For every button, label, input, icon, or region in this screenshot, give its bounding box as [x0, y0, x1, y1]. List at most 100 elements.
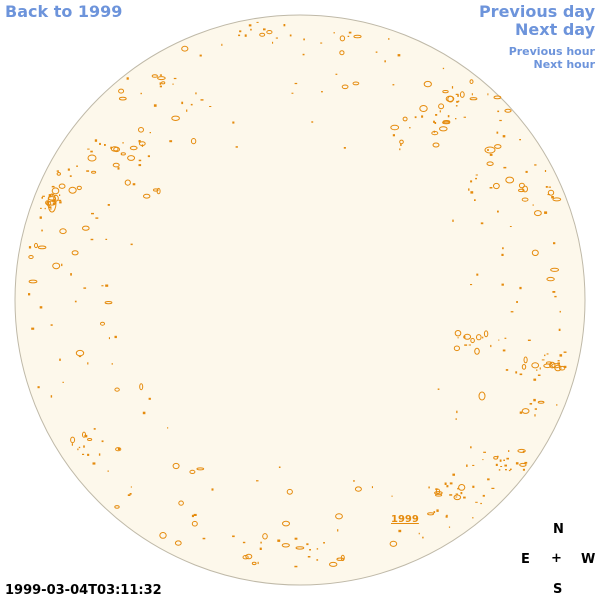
contour-mark — [191, 514, 194, 518]
contour-mark — [173, 77, 177, 80]
contour-mark — [515, 462, 519, 465]
contour-mark — [505, 469, 507, 471]
contour-mark — [245, 553, 253, 560]
contour-mark — [531, 249, 539, 257]
contour-mark — [494, 144, 502, 149]
contour-mark — [82, 225, 90, 231]
contour-mark — [323, 542, 325, 544]
contour-mark — [493, 182, 500, 190]
contour-mark — [333, 32, 335, 34]
contour-mark — [446, 514, 448, 516]
contour-mark — [435, 488, 438, 490]
next-hour-link[interactable]: Next hour — [533, 58, 596, 71]
contour-mark — [475, 501, 478, 503]
back-to-1999-link[interactable]: Back to 1999 — [5, 2, 123, 21]
contour-mark — [536, 369, 538, 371]
contour-mark — [40, 207, 42, 209]
contour-mark — [522, 468, 525, 471]
contour-mark — [423, 80, 432, 88]
contour-mark — [557, 360, 560, 362]
contour-mark — [307, 556, 311, 558]
previous-day-link[interactable]: Previous day — [478, 2, 595, 21]
contour-mark — [469, 97, 478, 101]
contour-mark — [28, 279, 38, 284]
contour-mark — [517, 448, 526, 453]
contour-mark — [28, 293, 31, 296]
contour-mark — [353, 34, 362, 39]
contour-loop — [432, 142, 440, 148]
contour-mark — [459, 91, 465, 98]
contour-mark — [539, 367, 541, 370]
contour-mark — [56, 170, 59, 172]
contour-mark — [489, 187, 493, 189]
contour-mark — [196, 467, 205, 471]
contour-mark — [34, 242, 38, 249]
contour-loop — [87, 154, 97, 162]
contour-mark — [302, 53, 305, 56]
contour-mark — [399, 139, 404, 145]
compass-south: S — [553, 582, 563, 597]
contour-loop — [478, 391, 486, 401]
contour-mark — [534, 414, 536, 417]
contour-mark — [44, 207, 46, 210]
next-day-link[interactable]: Next day — [515, 20, 595, 39]
contour-mark — [518, 182, 525, 189]
contour-mark — [399, 148, 401, 151]
contour-mark — [86, 170, 90, 172]
contour-mark — [83, 445, 85, 448]
contour-mark — [476, 273, 479, 276]
contour-mark — [108, 337, 110, 340]
contour-mark — [455, 493, 458, 495]
contour-mark — [442, 67, 445, 70]
contour-mark — [50, 395, 53, 398]
contour-mark — [470, 180, 473, 183]
contour-mark — [200, 99, 204, 101]
contour-mark — [289, 34, 292, 37]
contour-mark — [68, 186, 77, 194]
contour-mark — [157, 76, 166, 81]
contour-mark — [153, 188, 159, 192]
contour-mark — [352, 81, 360, 86]
contour-mark — [316, 559, 319, 561]
contour-mark — [98, 453, 101, 456]
previous-hour-link[interactable]: Previous hour — [508, 45, 595, 58]
contour-mark — [504, 108, 512, 113]
contour-mark — [28, 246, 32, 249]
contour-mark — [50, 207, 52, 210]
contour-mark — [445, 515, 448, 518]
contour-mark — [99, 142, 101, 145]
contour-mark — [281, 543, 290, 548]
contour-mark — [495, 463, 498, 466]
contour-mark — [90, 150, 93, 153]
contour-mark — [438, 103, 445, 110]
disc-year-label[interactable]: 1999 — [391, 514, 419, 525]
contour-mark — [262, 533, 268, 540]
contour-mark — [51, 187, 60, 195]
contour-mark — [199, 54, 202, 57]
contour-mark — [470, 446, 472, 449]
contour-mark — [100, 321, 105, 326]
contour-mark — [476, 334, 482, 341]
contour-mark — [341, 84, 349, 90]
contour-mark — [42, 195, 45, 197]
contour-mark — [62, 381, 64, 383]
contour-mark — [282, 520, 290, 527]
contour-mark — [71, 250, 79, 256]
contour-mark — [544, 170, 547, 172]
contour-mark — [311, 121, 314, 123]
contour-mark — [153, 104, 157, 107]
contour-mark — [371, 486, 373, 489]
contour-mark — [446, 485, 449, 488]
contour-mark — [348, 31, 352, 34]
contour-mark — [127, 155, 136, 161]
contour-mark — [521, 408, 530, 414]
contour-mark — [541, 359, 545, 361]
contour-mark — [525, 170, 528, 173]
contour-mark — [59, 201, 62, 204]
contour-mark — [519, 286, 522, 290]
contour-mark — [563, 365, 567, 368]
contour-mark — [472, 464, 475, 466]
contour-mark — [266, 29, 273, 35]
contour-mark — [159, 82, 162, 85]
contour-mark — [551, 363, 561, 369]
